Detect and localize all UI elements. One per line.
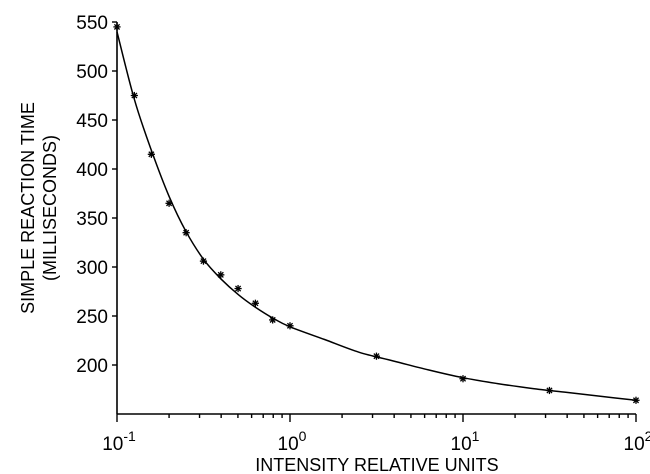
x-axis-title: INTENSITY RELATIVE UNITS <box>255 455 498 474</box>
data-point <box>269 316 277 324</box>
y-tick-label: 450 <box>76 111 108 132</box>
data-point <box>234 284 242 293</box>
y-tick-label: 300 <box>76 258 108 279</box>
y-tick-label: 200 <box>76 356 108 377</box>
y-tick-label: 550 <box>76 13 108 34</box>
data-point <box>459 375 467 383</box>
y-ticks: 200 250 300 350 400 450 500 550 <box>76 13 117 377</box>
y-tick-label: 350 <box>76 209 108 230</box>
data-point <box>251 299 260 307</box>
x-ticks: 10-1 100 101 102 <box>102 414 650 455</box>
data-point <box>217 271 225 279</box>
x-tick-label: 101 <box>451 428 480 455</box>
data-point <box>113 23 121 31</box>
data-point <box>286 322 294 330</box>
data-point <box>182 229 190 237</box>
data-point <box>130 91 138 100</box>
x-tick-label: 10-1 <box>102 428 136 455</box>
fitted-curve <box>116 31 637 402</box>
y-tick-label: 400 <box>76 160 108 181</box>
data-points <box>113 23 640 404</box>
data-point <box>545 386 554 395</box>
data-point <box>372 352 381 360</box>
y-axis-title-line1: SIMPLE REACTION TIME <box>18 102 38 314</box>
data-point <box>147 150 155 158</box>
data-point <box>165 199 173 207</box>
y-tick-label: 250 <box>76 307 108 328</box>
y-axis-title-line2: (MILLISECONDS) <box>40 135 60 281</box>
x-tick-label: 102 <box>624 428 650 455</box>
x-tick-label: 100 <box>278 428 307 455</box>
data-point <box>632 396 640 404</box>
data-point <box>199 257 208 265</box>
y-tick-label: 500 <box>76 62 108 83</box>
